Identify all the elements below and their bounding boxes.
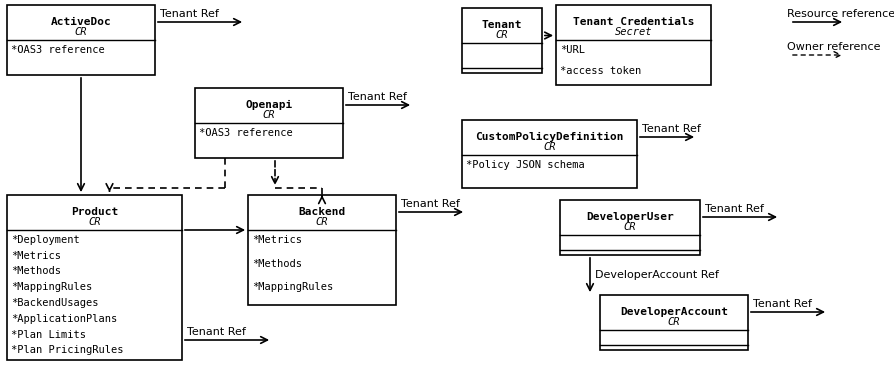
Text: CR: CR xyxy=(667,317,679,327)
Text: Tenant Credentials: Tenant Credentials xyxy=(572,17,694,27)
Text: DeveloperAccount: DeveloperAccount xyxy=(620,307,727,317)
Text: *Deployment: *Deployment xyxy=(11,235,80,245)
Bar xyxy=(560,200,699,255)
Bar xyxy=(7,5,155,75)
Bar xyxy=(461,8,542,73)
Text: Tenant: Tenant xyxy=(481,20,522,30)
Text: Product: Product xyxy=(71,207,118,217)
Text: *Plan Limits: *Plan Limits xyxy=(11,330,86,339)
Text: *Policy JSON schema: *Policy JSON schema xyxy=(466,160,584,170)
Text: *access token: *access token xyxy=(560,65,640,76)
Text: *ApplicationPlans: *ApplicationPlans xyxy=(11,314,117,324)
Text: *Methods: *Methods xyxy=(11,266,61,276)
Text: Tenant Ref: Tenant Ref xyxy=(401,199,460,209)
Bar xyxy=(461,120,637,188)
Text: CustomPolicyDefinition: CustomPolicyDefinition xyxy=(475,132,623,142)
Text: CR: CR xyxy=(623,222,636,232)
Text: *OAS3 reference: *OAS3 reference xyxy=(11,45,105,55)
Text: Tenant Ref: Tenant Ref xyxy=(752,299,811,309)
Text: *MappingRules: *MappingRules xyxy=(252,282,333,292)
Text: CR: CR xyxy=(263,110,275,120)
Text: DeveloperAccount Ref: DeveloperAccount Ref xyxy=(595,270,718,280)
Text: *OAS3 reference: *OAS3 reference xyxy=(198,128,292,138)
Text: *BackendUsages: *BackendUsages xyxy=(11,298,98,308)
Text: Owner reference: Owner reference xyxy=(786,42,880,52)
Text: Tenant Ref: Tenant Ref xyxy=(348,92,407,102)
Text: Tenant Ref: Tenant Ref xyxy=(704,204,763,214)
Text: CR: CR xyxy=(543,142,555,152)
Text: Backend: Backend xyxy=(298,207,345,217)
Text: *Methods: *Methods xyxy=(252,259,301,269)
Text: Tenant Ref: Tenant Ref xyxy=(187,327,246,337)
Text: Resource reference: Resource reference xyxy=(786,9,894,19)
Text: *Plan PricingRules: *Plan PricingRules xyxy=(11,345,123,355)
Bar xyxy=(195,88,342,158)
Text: DeveloperUser: DeveloperUser xyxy=(586,212,673,222)
Text: CR: CR xyxy=(495,30,508,40)
Bar xyxy=(599,295,747,350)
Text: ActiveDoc: ActiveDoc xyxy=(51,17,111,27)
Text: Secret: Secret xyxy=(614,27,652,37)
Text: CR: CR xyxy=(89,217,101,227)
Text: *Metrics: *Metrics xyxy=(252,235,301,245)
Bar xyxy=(248,195,395,305)
Text: *MappingRules: *MappingRules xyxy=(11,282,92,292)
Text: CR: CR xyxy=(75,27,87,37)
Bar xyxy=(555,5,710,85)
Bar xyxy=(7,195,181,360)
Text: *Metrics: *Metrics xyxy=(11,251,61,261)
Text: CR: CR xyxy=(316,217,328,227)
Text: Openapi: Openapi xyxy=(245,100,292,110)
Text: *URL: *URL xyxy=(560,45,585,55)
Text: Tenant Ref: Tenant Ref xyxy=(641,124,700,134)
Text: Tenant Ref: Tenant Ref xyxy=(160,9,219,19)
